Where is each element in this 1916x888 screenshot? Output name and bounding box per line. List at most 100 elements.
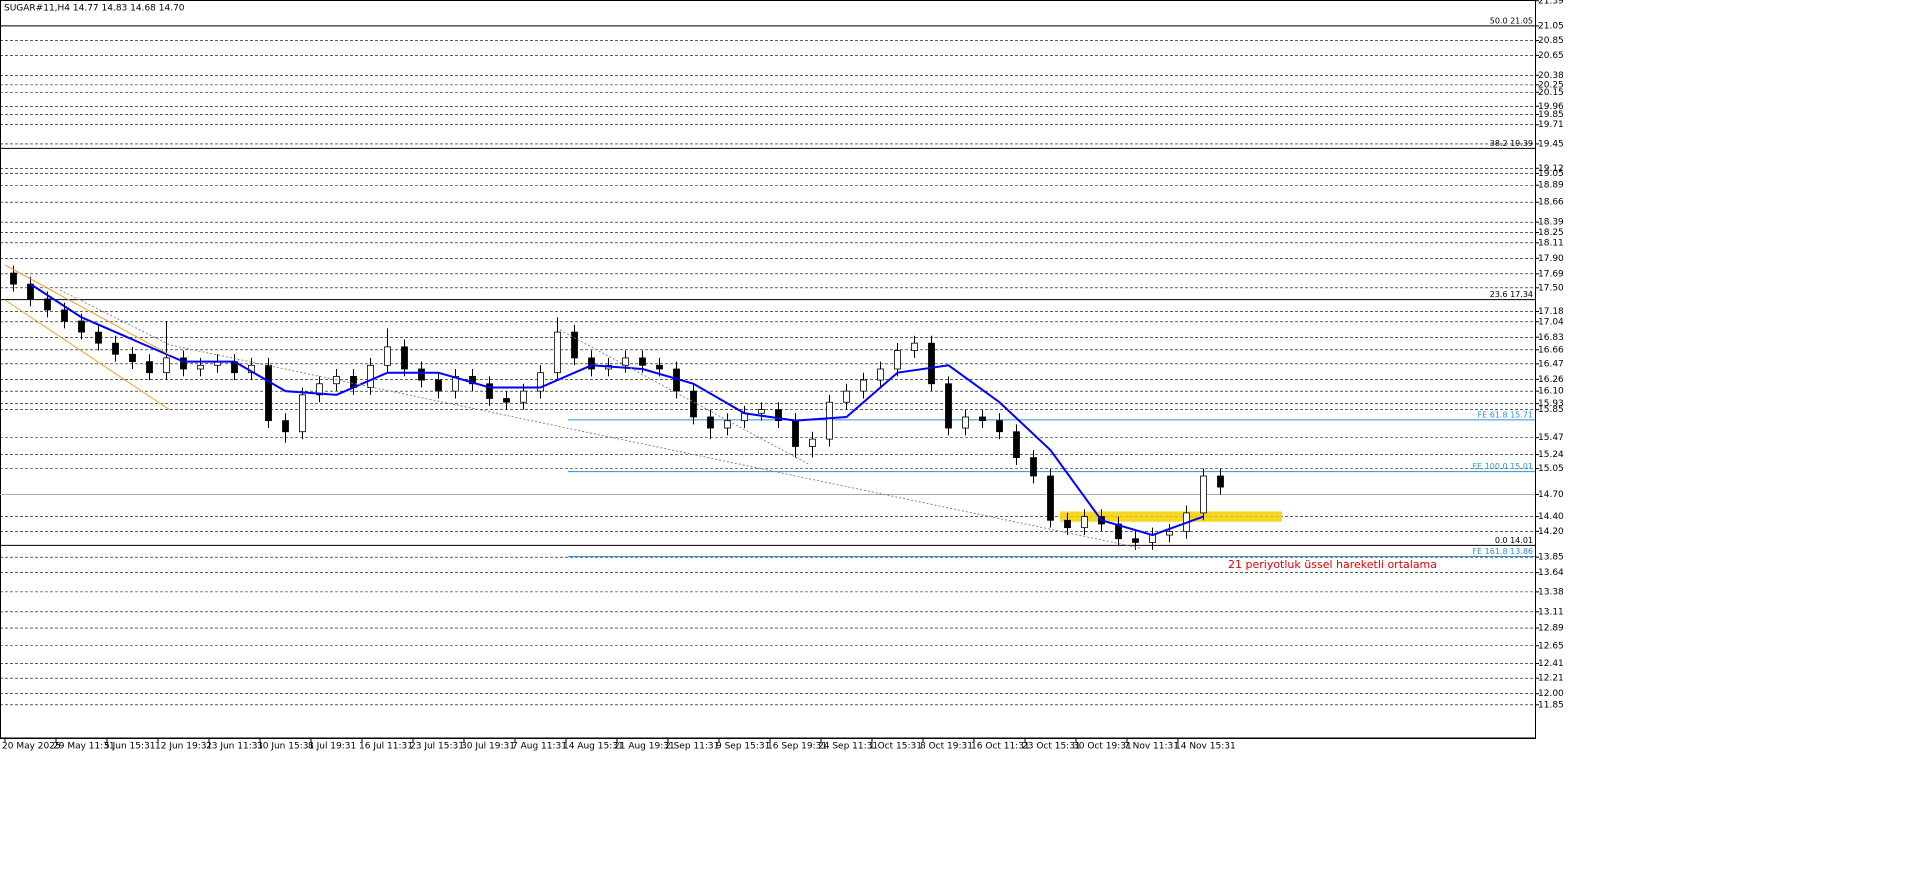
candle-body [78,320,85,333]
y-tick-label: 12.89 [1538,624,1564,634]
x-tick-label: 23 Jun 11:31 [206,742,263,752]
x-tick-label: 14 Aug 15:31 [563,742,624,752]
x-tick-label: 2 Sep 11:31 [665,742,719,752]
ema-line [29,283,1204,537]
x-tick-label: 30 Jul 19:31 [461,742,515,752]
channel-line [4,299,171,411]
candle-body [384,346,391,366]
chart-title: SUGAR#11,H4 14.77 14.83 14.68 14.70 [4,4,185,14]
candle-body [197,364,204,370]
candle-body [724,420,731,429]
y-tick-label: 21.05 [1538,21,1564,31]
candle-body [1166,530,1173,536]
y-tick-label: 20.15 [1538,88,1564,98]
candle-body [299,394,306,433]
candle-body [1013,431,1020,458]
y-tick-label: 15.05 [1538,464,1564,474]
candle-body [554,331,561,374]
x-tick-label: 24 Sep 11:31 [818,742,878,752]
candle-body [826,401,833,440]
candle-body [44,298,51,311]
x-tick-label: 8 Oct 19:31 [920,742,973,752]
y-tick-label: 13.11 [1538,607,1564,617]
candle-body [979,416,986,422]
y-tick-label: 16.47 [1538,359,1564,369]
y-tick-label: 16.66 [1538,345,1564,355]
candle-body [860,379,867,392]
y-tick-label: 17.18 [1538,307,1564,317]
candle-body [180,357,187,370]
annotation: 21 periyotluk üssel hareketli ortalama [1228,558,1437,571]
y-tick-label: 19.12 [1538,164,1564,174]
y-tick-label: 19.85 [1538,110,1564,120]
x-tick-label: 14 Nov 15:31 [1175,742,1236,752]
x-tick-label: 12 Jun 19:31 [155,742,212,752]
y-tick-label: 14.70 [1538,490,1564,500]
candle-body [1081,516,1088,529]
candle-body [639,357,646,366]
x-tick-label: 23 Oct 15:31 [1022,742,1081,752]
candle-body [809,438,816,447]
x-tick-label: 9 Sep 15:31 [716,742,770,752]
candle-body [316,383,323,396]
candle-body [877,368,884,381]
candle-body [112,342,119,355]
candle-body [911,342,918,351]
x-tick-label: 29 May 11:31 [53,742,115,752]
y-tick-label: 17.50 [1538,283,1564,293]
candle-body [996,420,1003,433]
x-tick-label: 21 Aug 19:31 [614,742,675,752]
fib-label: 0.0 14.01 [1495,536,1533,545]
x-tick-label: 7 Nov 11:31 [1124,742,1179,752]
channel-line [4,264,171,356]
y-tick-label: 16.26 [1538,375,1564,385]
candle-body [707,416,714,429]
y-tick-label: 20.38 [1538,71,1564,81]
candle-body [1132,538,1139,543]
candle-body [265,364,272,422]
y-tick-label: 15.85 [1538,405,1564,415]
y-tick-label: 19.45 [1538,139,1564,149]
y-tick-label: 19.96 [1538,102,1564,112]
y-tick-label: 15.93 [1538,399,1564,409]
candle-body [792,420,799,447]
y-tick-label: 15.24 [1538,450,1564,460]
y-tick-label: 16.83 [1538,333,1564,343]
y-tick-label: 16.10 [1538,387,1564,397]
fe-label: FE 61.8 15.71 [1478,410,1533,419]
candle-body [163,357,170,374]
fib-label: 38.2 19.39 [1490,139,1533,148]
candle-body [690,390,697,418]
y-tick-label: 17.90 [1538,254,1564,264]
trend-line [559,329,811,466]
candle-body [588,357,595,370]
y-tick-label: 13.85 [1538,553,1564,563]
y-tick-label: 19.05 [1538,169,1564,179]
x-tick-label: 23 Jul 15:31 [410,742,464,752]
candle-body [146,361,153,374]
candle-body [945,383,952,429]
x-tick-label: 1 Oct 15:31 [869,742,922,752]
trend-line [59,289,1141,549]
zone [1060,511,1282,522]
y-tick-label: 14.40 [1538,512,1564,522]
candle-body [503,398,510,403]
x-tick-label: 20 May 2025 [2,742,61,752]
y-tick-label: 14.20 [1538,527,1564,537]
candle-body [367,364,374,388]
fe-label: FE 100.0 15.01 [1472,462,1533,471]
y-tick-label: 18.66 [1538,198,1564,208]
fe-label: FE 161.8 13.86 [1472,547,1533,556]
y-tick-label: 17.04 [1538,317,1564,327]
candle-body [520,390,527,403]
candle-body [1217,475,1224,488]
y-tick-label: 12.00 [1538,689,1564,699]
candle-body [1047,475,1054,521]
y-tick-label: 11.85 [1538,700,1564,710]
candle-body [571,331,578,359]
fib-label: 50.0 21.05 [1490,16,1533,25]
candle-body [758,409,765,414]
candle-body [452,375,459,392]
y-tick-label: 21.39 [1538,0,1564,6]
candle-body [401,346,408,370]
